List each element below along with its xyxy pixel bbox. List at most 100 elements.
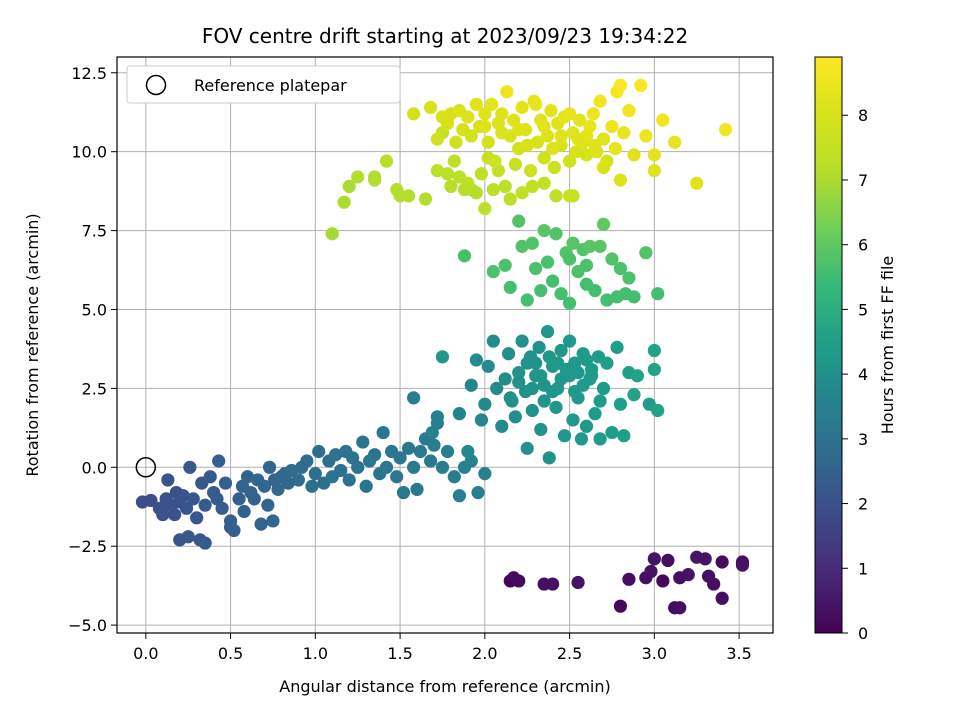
data-point [469, 353, 483, 367]
x-tick-label: 2.5 [557, 644, 582, 663]
data-point [586, 107, 600, 121]
data-point [410, 482, 424, 496]
data-point [613, 78, 628, 93]
data-point [520, 138, 534, 152]
data-point [537, 151, 551, 165]
data-point [656, 113, 670, 127]
data-point [651, 403, 665, 418]
data-point [546, 274, 560, 288]
data-point [478, 467, 492, 481]
data-point [622, 271, 636, 285]
data-point [588, 138, 602, 152]
data-point [218, 476, 233, 490]
colorbar-tick-label: 7 [858, 171, 868, 190]
data-point [566, 236, 580, 250]
data-point [537, 223, 551, 238]
data-point [735, 558, 750, 572]
data-point [512, 214, 526, 228]
data-point [661, 553, 675, 568]
data-point [418, 192, 433, 206]
data-point [579, 353, 594, 367]
data-point [529, 97, 543, 111]
colorbar-ticks: 0 1 2 3 4 5 6 7 8 [842, 106, 868, 643]
data-point [478, 201, 492, 216]
data-point [469, 186, 483, 200]
data-point [390, 470, 404, 484]
data-point [585, 369, 599, 383]
data-point [498, 372, 512, 386]
data-point [546, 141, 560, 156]
data-point [379, 460, 394, 474]
y-tick-label: 0.0 [82, 458, 107, 477]
data-point [554, 287, 568, 301]
data-point [474, 167, 489, 181]
data-point [407, 107, 421, 121]
data-point [478, 107, 492, 121]
data-point [440, 167, 455, 181]
data-point [613, 397, 628, 411]
data-point [481, 359, 495, 373]
colorbar-label: Hours from first FF file [878, 256, 897, 435]
data-point [574, 432, 589, 446]
data-point [262, 460, 277, 474]
data-point [413, 444, 428, 459]
data-point [512, 574, 526, 588]
data-point [656, 574, 670, 588]
x-tick-label: 1.5 [387, 644, 412, 663]
data-point [423, 100, 438, 115]
data-point [464, 378, 478, 392]
data-point [190, 511, 204, 525]
colorbar-tick-label: 1 [858, 559, 868, 578]
data-point [593, 94, 607, 108]
data-point [715, 555, 729, 569]
data-point [673, 601, 687, 615]
data-point [617, 126, 631, 140]
colorbar-tick-label: 3 [858, 430, 868, 449]
data-point [308, 467, 322, 481]
data-point [478, 397, 492, 411]
data-point [568, 384, 582, 399]
data-point [478, 119, 492, 134]
data-point [407, 460, 421, 474]
data-point [356, 435, 370, 449]
data-point [613, 261, 628, 276]
data-point [588, 283, 602, 298]
data-point [495, 107, 509, 121]
data-point [566, 413, 580, 427]
data-point [546, 577, 560, 591]
data-point [647, 148, 661, 162]
data-point [359, 479, 373, 493]
data-point [183, 460, 197, 474]
data-point [644, 564, 658, 579]
data-point [647, 164, 661, 178]
data-point [181, 530, 195, 544]
y-axis-label: Rotation from reference (arcmin) [23, 213, 42, 476]
data-point [401, 441, 416, 455]
data-point [291, 473, 305, 487]
data-point [549, 227, 563, 241]
data-point [627, 290, 641, 304]
data-point [698, 552, 712, 566]
y-axis-ticks: −5.0 −2.5 0.0 2.5 5.0 7.5 10.0 12.5 [68, 64, 117, 635]
x-tick-label: 0.5 [218, 644, 243, 663]
data-point [474, 413, 489, 427]
legend-box [126, 65, 401, 104]
reference-point-circle [135, 457, 157, 478]
data-point [562, 334, 577, 348]
colorbar-tick-label: 4 [858, 365, 868, 384]
data-point [486, 182, 500, 197]
data-point [161, 473, 175, 487]
y-tick-label: 2.5 [82, 379, 107, 398]
data-point [579, 419, 594, 433]
data-point [449, 135, 463, 149]
data-point [532, 340, 546, 354]
data-point [537, 176, 551, 190]
data-point [573, 113, 587, 127]
data-point [634, 78, 648, 93]
data-point [508, 157, 522, 171]
data-point [596, 160, 611, 175]
data-point [401, 189, 416, 203]
data-point [610, 340, 624, 354]
data-point [707, 577, 721, 591]
data-point [198, 498, 212, 512]
